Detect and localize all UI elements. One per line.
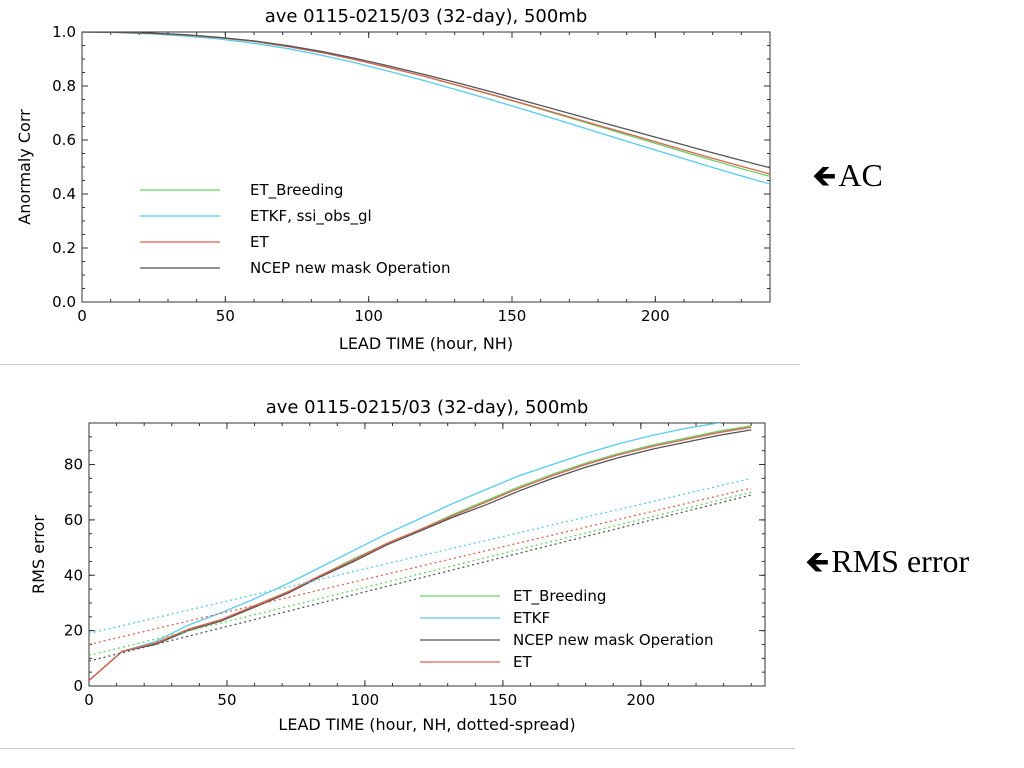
y-tick-label: 60 — [64, 511, 83, 529]
left-arrow-icon: 🡸 — [805, 545, 830, 580]
series-line — [82, 32, 770, 178]
chart-title: ave 0115-0215/03 (32-day), 500mb — [265, 6, 588, 27]
y-axis-label: Anormaly Corr — [15, 109, 34, 225]
y-tick-label: 0.6 — [52, 131, 76, 149]
series-line-spread — [89, 494, 752, 662]
legend-label: ETKF — [513, 609, 550, 627]
rms-side-label-text: RMS error — [831, 543, 970, 579]
x-tick-label: 50 — [216, 307, 235, 325]
y-tick-label: 0.8 — [52, 77, 76, 95]
ac-side-label-text: AC — [838, 157, 883, 193]
y-tick-label: 0.2 — [52, 239, 76, 257]
y-axis-label: RMS error — [29, 515, 48, 594]
series-line — [82, 32, 770, 185]
rms-side-label: 🡸RMS error — [805, 540, 969, 591]
series-group — [82, 32, 770, 185]
series-line — [89, 423, 723, 681]
divider-top — [0, 364, 800, 365]
legend-label: ET_Breeding — [513, 587, 606, 606]
legend-label: ET_Breeding — [250, 181, 343, 200]
series-line — [82, 32, 770, 175]
chart-0: 0 50 100 150 200 0.0 0.2 0.4 0.6 0.8 1.0 ave 0115-0… — [15, 6, 771, 353]
x-tick-label: 200 — [641, 307, 670, 325]
x-tick-label: 150 — [498, 307, 527, 325]
series-line-spread — [89, 487, 752, 646]
chart-1: 0 50 100 150 200 0 20 40 60 80 ave 0115-0215/03 (3… — [29, 397, 766, 734]
x-tick-label: 0 — [77, 307, 87, 325]
legend-label: ET — [513, 653, 532, 671]
left-arrow-icon: 🡸 — [812, 159, 837, 194]
legend-label: NCEP new mask Operation — [513, 631, 713, 649]
y-tick-label: 20 — [64, 622, 83, 640]
plot-frame — [88, 422, 766, 687]
ac-side-label: 🡸AC — [812, 154, 883, 205]
x-tick-label: 200 — [627, 691, 656, 709]
legend-label: ETKF, ssi_obs_gl — [250, 207, 372, 226]
chart-title: ave 0115-0215/03 (32-day), 500mb — [266, 397, 589, 418]
y-tick-label: 0.4 — [52, 185, 76, 203]
series-line — [89, 426, 752, 681]
y-tick-label: 40 — [64, 566, 83, 584]
x-axis-label: LEAD TIME (hour, NH, dotted-spread) — [278, 715, 575, 734]
y-tick-label: 80 — [64, 456, 83, 474]
x-tick-label: 150 — [489, 691, 518, 709]
x-tick-label: 0 — [84, 691, 94, 709]
legend-label: NCEP new mask Operation — [250, 259, 450, 277]
divider-bottom — [0, 748, 795, 749]
x-tick-label: 50 — [217, 691, 236, 709]
series-line-spread — [89, 491, 752, 657]
series-line-spread — [89, 477, 752, 635]
legend-label: ET — [250, 233, 269, 251]
y-tick-label: 0.0 — [52, 293, 76, 311]
y-tick-label: 1.0 — [52, 23, 76, 41]
series-line — [82, 32, 770, 169]
x-tick-label: 100 — [354, 307, 383, 325]
series-group — [89, 423, 752, 681]
y-tick-label: 0 — [73, 677, 83, 695]
x-tick-label: 100 — [351, 691, 380, 709]
series-line — [89, 429, 752, 681]
x-axis-label: LEAD TIME (hour, NH) — [339, 334, 513, 353]
